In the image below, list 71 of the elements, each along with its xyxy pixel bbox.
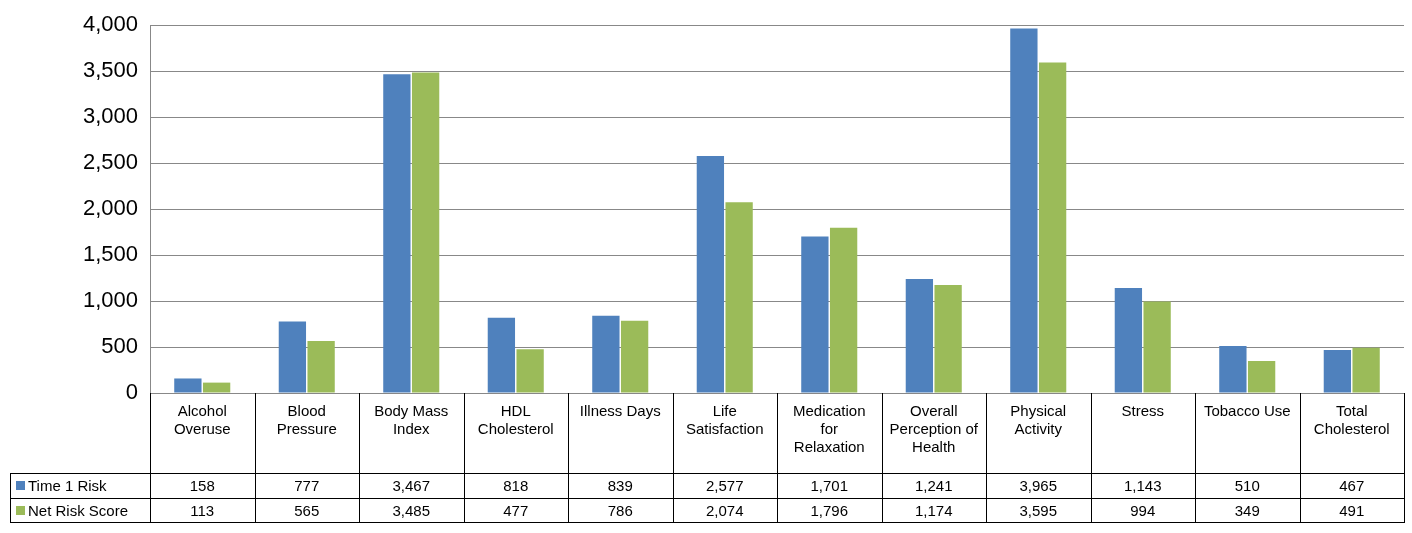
- bar: [1219, 346, 1247, 393]
- bar: [696, 156, 725, 393]
- data-label: 3,485: [392, 501, 431, 519]
- data-label: 2,577: [705, 476, 744, 494]
- y-tick-label: 4,000: [82, 11, 138, 37]
- data-label: 2,074: [705, 501, 744, 519]
- data-label: 491: [1339, 501, 1365, 519]
- bar: [620, 320, 649, 393]
- data-label: 3,467: [392, 476, 431, 494]
- data-label: 3,595: [1019, 501, 1058, 519]
- data-label: 1,174: [914, 501, 953, 519]
- y-tick-label: 2,500: [82, 149, 138, 175]
- bar: [278, 321, 307, 393]
- data-label: 349: [1234, 501, 1260, 519]
- x-tick-label: HDL Cholesterol: [477, 402, 554, 438]
- bar: [383, 74, 411, 393]
- bar: [829, 227, 858, 393]
- y-tick-label: 2,000: [82, 195, 138, 221]
- data-label: 467: [1339, 476, 1365, 494]
- x-tick-label: Blood Pressure: [276, 402, 337, 438]
- data-label: 1,701: [810, 476, 849, 494]
- bar: [801, 236, 829, 393]
- y-tick-label: 1,500: [82, 241, 138, 267]
- x-tick-label: Alcohol Overuse: [173, 402, 231, 438]
- data-label: 1,143: [1123, 476, 1162, 494]
- bar: [202, 382, 231, 393]
- y-tick-label: 0: [125, 379, 138, 405]
- bar: [1114, 287, 1143, 393]
- legend-label: Net Risk Score: [28, 501, 129, 519]
- data-label: 1,241: [914, 476, 953, 494]
- data-label: 3,965: [1019, 476, 1058, 494]
- data-label: 510: [1234, 476, 1260, 494]
- bar: [934, 285, 962, 393]
- x-tick-label: Total Cholesterol: [1313, 402, 1390, 438]
- x-tick-label: Medication for Relaxation: [792, 402, 866, 456]
- x-tick-label: Body Mass Index: [374, 402, 449, 438]
- bar: [592, 315, 620, 393]
- data-label: 994: [1130, 501, 1156, 519]
- data-label: 786: [607, 501, 633, 519]
- x-tick-label: Tobacco Use: [1203, 402, 1291, 420]
- data-label: 818: [503, 476, 529, 494]
- bar: [1323, 350, 1352, 393]
- bar: [725, 202, 753, 393]
- bar: [1038, 62, 1067, 393]
- x-tick-label: Stress: [1121, 402, 1165, 420]
- bar: [1247, 360, 1276, 393]
- data-label: 477: [503, 501, 529, 519]
- bar: [1352, 347, 1380, 393]
- bar: [1010, 28, 1038, 393]
- bar: [905, 278, 934, 393]
- data-label: 777: [294, 476, 320, 494]
- bar: [516, 349, 544, 393]
- data-label: 565: [294, 501, 320, 519]
- x-tick-label: Illness Days: [579, 402, 661, 420]
- data-label: 839: [607, 476, 633, 494]
- x-tick-label: Physical Activity: [1010, 402, 1067, 438]
- bar: [411, 72, 440, 393]
- legend-label: Time 1 Risk: [28, 476, 108, 494]
- y-tick-label: 3,500: [82, 57, 138, 83]
- data-label: 1,796: [810, 501, 849, 519]
- bar: [487, 317, 516, 393]
- y-tick-label: 1,000: [82, 287, 138, 313]
- bar: [1143, 301, 1171, 393]
- data-label: 158: [189, 476, 215, 494]
- bar: [307, 341, 335, 393]
- y-tick-label: 3,000: [82, 103, 138, 129]
- x-tick-label: Overall Perception of Health: [889, 402, 979, 456]
- y-tick-label: 500: [101, 333, 138, 359]
- bar: [174, 378, 202, 393]
- x-tick-label: Life Satisfaction: [685, 402, 764, 438]
- data-label: 113: [190, 501, 215, 519]
